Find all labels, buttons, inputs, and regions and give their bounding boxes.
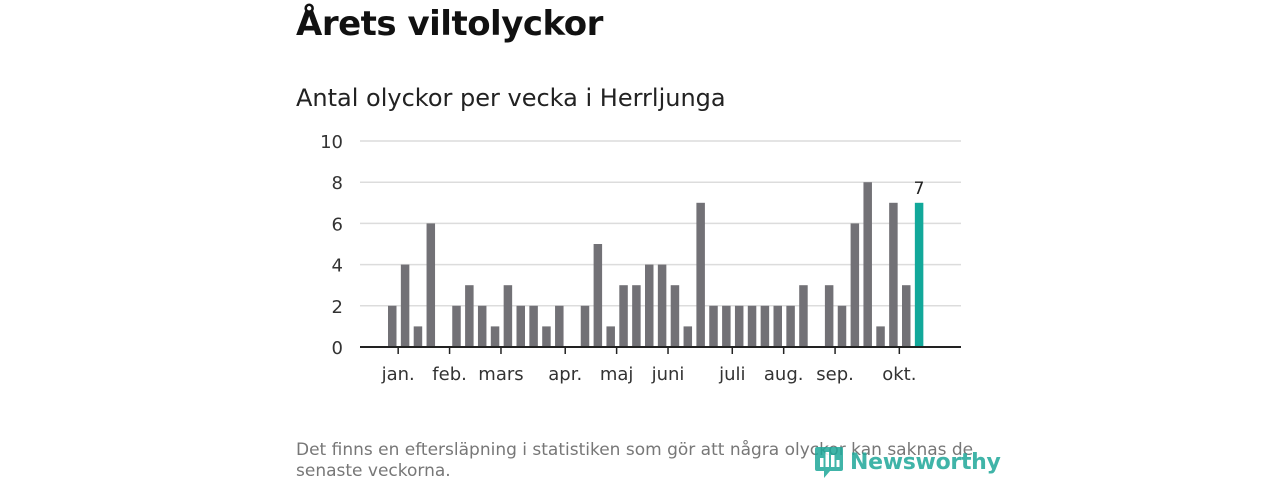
footnote: Det finns en eftersläpning i statistiken… (296, 440, 974, 481)
bar (477, 305, 487, 347)
bar (555, 305, 564, 347)
bar (516, 305, 525, 347)
bar (593, 244, 603, 347)
x-tick-label: apr. (548, 364, 582, 385)
bar (465, 285, 474, 347)
x-tick-label: okt. (882, 364, 916, 385)
bar-chart: 0 2 4 6 8 10 7 jan. feb. mars apr. maj juni juli aug. s… (320, 132, 961, 385)
x-tick-label: juli (718, 364, 745, 385)
bar (683, 326, 693, 347)
chart-title: Antal olyckor per vecka i Herrljunga (296, 84, 726, 112)
bar (632, 285, 641, 347)
bar (413, 326, 423, 347)
newsworthy-logo: Newsworthy (814, 444, 1001, 480)
bar (722, 305, 731, 347)
bar (850, 223, 860, 347)
bar (799, 285, 808, 347)
bar (747, 305, 757, 347)
x-tick-label: mars (478, 364, 523, 385)
x-tick-label: juni (651, 364, 685, 385)
bar (876, 326, 885, 347)
newsworthy-logo-icon (815, 447, 843, 478)
y-tick-label: 4 (332, 256, 343, 277)
bar (863, 182, 872, 347)
bar (657, 264, 667, 347)
bar (824, 285, 834, 347)
bar (606, 326, 615, 347)
bar (786, 305, 795, 347)
bar (645, 264, 654, 347)
bar (889, 202, 898, 347)
bar-highlight (914, 202, 924, 347)
bar (670, 285, 680, 347)
page-title: Årets viltolyckor (296, 4, 603, 44)
y-tick-label: 8 (332, 173, 343, 194)
bar (696, 202, 705, 347)
bar (529, 305, 538, 347)
bar (902, 285, 911, 347)
y-tick-label: 10 (320, 132, 343, 153)
bar (452, 305, 461, 347)
x-tick-label: aug. (764, 364, 804, 385)
bar (773, 305, 782, 347)
bar (490, 326, 500, 347)
bar (388, 305, 397, 347)
newsworthy-logo-text: Newsworthy (850, 449, 1001, 475)
x-tick-label: maj (600, 364, 634, 385)
x-tick-label: feb. (432, 364, 467, 385)
bar (837, 305, 847, 347)
bar (542, 326, 551, 347)
bar (709, 305, 718, 347)
x-tick-label: sep. (816, 364, 854, 385)
bar (619, 285, 628, 347)
bar (580, 305, 590, 347)
bar (426, 223, 436, 347)
bar (503, 285, 513, 347)
y-tick-label: 6 (332, 214, 343, 235)
y-tick-label: 0 (332, 338, 343, 359)
x-tick-label: jan. (381, 364, 415, 385)
bar (760, 305, 770, 347)
bar (734, 305, 744, 347)
y-tick-label: 2 (332, 297, 343, 318)
bar (400, 264, 410, 347)
data-label: 7 (914, 179, 925, 199)
